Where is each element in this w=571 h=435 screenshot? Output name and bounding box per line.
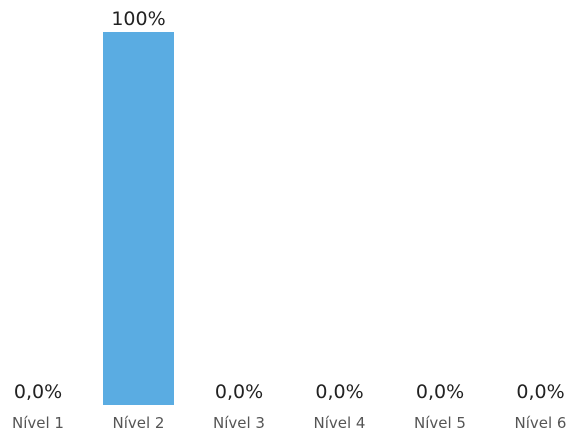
- value-label-1: 0,0%: [14, 381, 62, 403]
- x-tick-label-3: Nível 3: [213, 414, 265, 432]
- bar-2: [103, 32, 174, 405]
- value-label-2: 100%: [111, 8, 165, 30]
- x-tick-label-2: Nível 2: [113, 414, 165, 432]
- bars-group: [103, 32, 174, 405]
- value-label-6: 0,0%: [516, 381, 564, 403]
- value-label-3: 0,0%: [215, 381, 263, 403]
- x-tick-label-5: Nível 5: [414, 414, 466, 432]
- value-labels-group: 0,0% 100% 0,0% 0,0% 0,0% 0,0%: [14, 8, 565, 403]
- x-tick-label-4: Nível 4: [314, 414, 366, 432]
- value-label-5: 0,0%: [416, 381, 464, 403]
- x-tick-label-1: Nível 1: [12, 414, 64, 432]
- value-label-4: 0,0%: [315, 381, 363, 403]
- x-tick-labels-group: Nível 1 Nível 2 Nível 3 Nível 4 Nível 5 Nível…: [12, 414, 566, 432]
- x-tick-label-6: Nível 6: [515, 414, 567, 432]
